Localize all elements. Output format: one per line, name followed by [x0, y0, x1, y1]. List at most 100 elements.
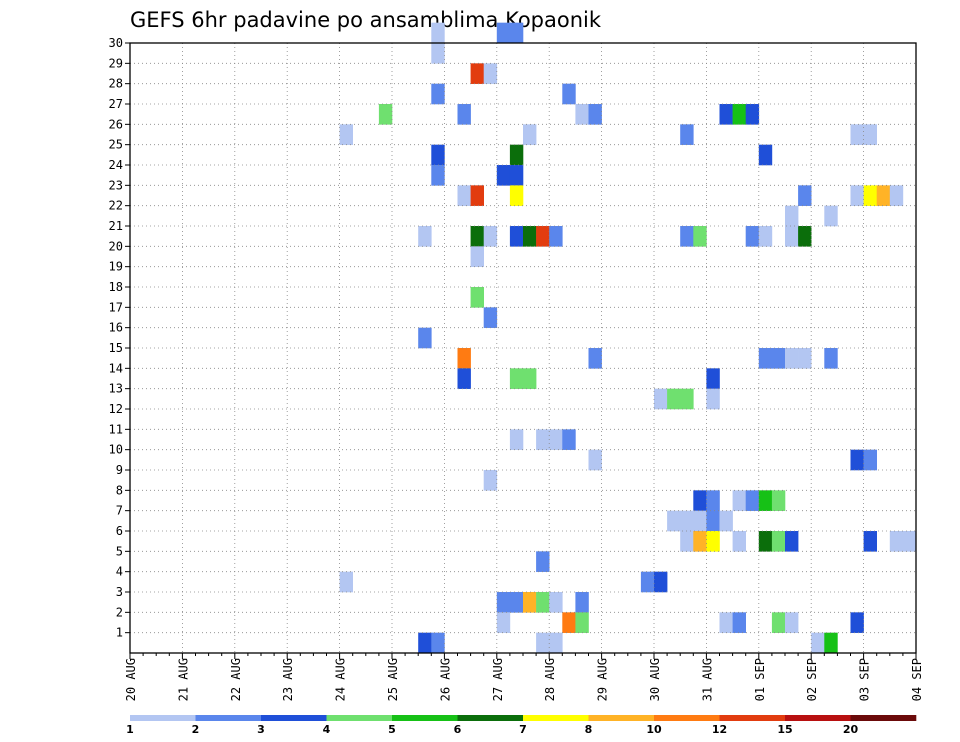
precip-cell [706, 388, 720, 410]
precip-cell [509, 165, 524, 186]
x-tick-label: 29 AUG [596, 658, 610, 701]
precip-cell [588, 104, 602, 125]
precip-cell [418, 632, 432, 654]
precip-cell [470, 287, 484, 308]
precip-cell [850, 185, 864, 206]
y-tick-label: 29 [109, 56, 123, 70]
precip-cell [536, 632, 550, 654]
colorbar-label: 7 [519, 723, 527, 736]
precip-cell [509, 144, 524, 166]
precip-cell [457, 104, 471, 125]
x-tick-label: 25 AUG [386, 658, 400, 701]
y-tick-label: 8 [116, 483, 123, 497]
precip-cell [693, 510, 707, 532]
precip-cell [850, 449, 864, 471]
precip-cell [378, 104, 393, 125]
colorbar-swatch [130, 715, 196, 721]
precip-cell [850, 124, 864, 145]
y-tick-label: 23 [109, 178, 123, 192]
x-tick-label: 30 AUG [648, 658, 662, 701]
precip-cell [536, 226, 550, 247]
precip-cell [549, 632, 563, 654]
y-tick-label: 15 [109, 341, 123, 355]
precip-cell [470, 63, 484, 84]
precip-cell [863, 124, 877, 145]
precip-cell [431, 22, 445, 44]
x-tick-label: 24 AUG [334, 658, 348, 701]
precip-cell [758, 531, 773, 552]
precip-cell [758, 226, 773, 247]
y-tick-label: 4 [116, 565, 123, 579]
colorbar-swatch [785, 715, 851, 721]
precip-cell [876, 185, 891, 206]
precip-cell [523, 592, 537, 613]
precip-cell [732, 531, 746, 552]
x-tick-label: 27 AUG [491, 658, 505, 701]
precip-cell [536, 592, 550, 613]
precip-cell [771, 490, 786, 511]
precip-cell [457, 185, 471, 206]
gridlines [130, 43, 916, 653]
precip-cell [745, 104, 760, 125]
precip-cell [523, 124, 537, 145]
y-tick-label: 18 [109, 280, 123, 294]
precip-cell [470, 185, 484, 206]
precip-cell [523, 226, 537, 247]
y-tick-label: 27 [109, 97, 123, 111]
precip-cell [706, 510, 720, 532]
y-tick-label: 7 [116, 504, 123, 518]
colorbar-label: 10 [646, 723, 662, 736]
y-tick-label: 26 [109, 117, 123, 131]
colorbar-label: 3 [257, 723, 265, 736]
precip-cell [732, 104, 746, 125]
colorbar-label: 15 [777, 723, 792, 736]
precip-cell [863, 531, 877, 552]
precip-cell [771, 531, 786, 552]
precip-cell [509, 226, 524, 247]
precip-cell [850, 612, 864, 633]
x-tick-label: 22 AUG [229, 658, 243, 701]
precip-cell [785, 612, 799, 633]
precip-cell [654, 388, 668, 410]
precip-cell [693, 226, 707, 247]
precip-cell [732, 490, 746, 511]
precip-cell [785, 205, 799, 227]
precip-cell [431, 165, 445, 186]
precip-cell [706, 368, 720, 389]
x-tick-label: 21 AUG [176, 658, 190, 701]
precip-cell [680, 124, 694, 145]
precip-cell [496, 612, 511, 633]
precip-cell [798, 226, 812, 247]
x-tick-label: 01 SEP [753, 658, 767, 701]
colorbar-label: 4 [323, 723, 331, 736]
colorbar-label: 5 [388, 723, 396, 736]
precip-cell [418, 226, 432, 247]
precip-cell [824, 348, 838, 369]
y-tick-label: 3 [116, 585, 123, 599]
colorbar-label: 12 [712, 723, 727, 736]
precip-cell [745, 490, 760, 511]
precip-cell [680, 531, 694, 552]
y-tick-label: 9 [116, 463, 123, 477]
precip-cell [496, 592, 511, 613]
precip-cell [457, 368, 471, 389]
y-tick-label: 10 [109, 443, 123, 457]
x-tick-label: 31 AUG [700, 658, 714, 701]
y-tick-label: 17 [109, 300, 123, 314]
precip-cell [693, 531, 707, 552]
precip-cell [680, 226, 694, 247]
precip-cell [706, 490, 720, 511]
precip-cell [798, 185, 812, 206]
precip-cell [536, 429, 550, 450]
precip-cell [509, 429, 524, 450]
precip-cell [824, 632, 838, 654]
precip-cell [732, 612, 746, 633]
y-tick-label: 28 [109, 77, 123, 91]
precip-cell [889, 531, 904, 552]
chart-title: GEFS 6hr padavine po ansamblima Kopaonik [130, 8, 602, 32]
y-tick-label: 1 [116, 626, 123, 640]
precip-cell [758, 490, 773, 511]
y-tick-label: 20 [109, 239, 123, 253]
x-tick-label: 02 SEP [805, 658, 819, 701]
